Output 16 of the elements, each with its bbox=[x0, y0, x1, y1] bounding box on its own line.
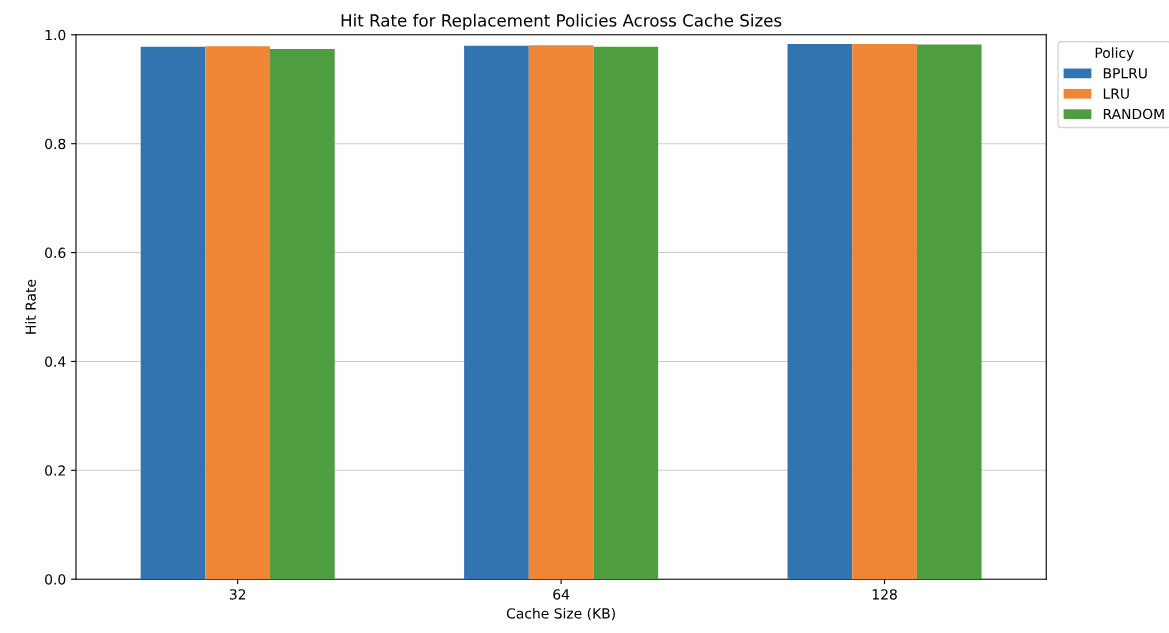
x-axis-title: Cache Size (KB) bbox=[506, 607, 615, 621]
y-tick-label: 0.0 bbox=[45, 574, 66, 585]
y-axis-title: Hit Rate bbox=[25, 279, 36, 334]
chart-title: Hit Rate for Replacement Policies Across Cache Sizes bbox=[341, 13, 782, 30]
y-tick-label: 0.4 bbox=[45, 356, 66, 367]
legend-title: Policy bbox=[1095, 47, 1134, 61]
legend-label: RANDOM bbox=[1103, 108, 1164, 120]
y-tick-label: 0.6 bbox=[45, 247, 66, 259]
y-tick-label: 0.2 bbox=[45, 465, 65, 476]
y-tick-label: 0.8 bbox=[45, 138, 66, 150]
x-tick-label: 64 bbox=[553, 589, 570, 600]
legend-label: LRU bbox=[1103, 88, 1129, 99]
y-tick-label: 1.0 bbox=[45, 29, 66, 41]
x-tick-label: 32 bbox=[229, 589, 246, 600]
legend-label: BPLRU bbox=[1103, 68, 1147, 79]
x-tick-label: 128 bbox=[872, 589, 897, 600]
